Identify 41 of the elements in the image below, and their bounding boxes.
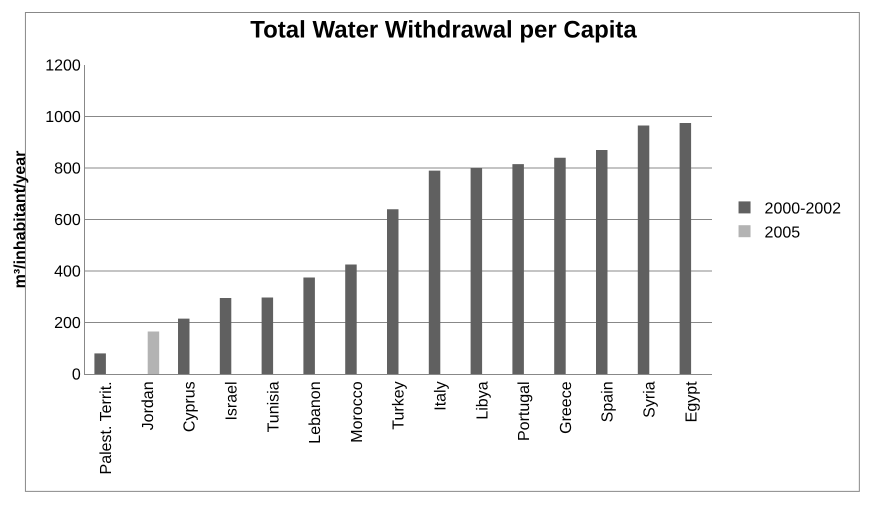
bar <box>512 164 524 374</box>
x-tick-label: Morocco <box>348 381 366 443</box>
bar <box>554 158 566 374</box>
y-axis-title: m³/inhabitant/year <box>12 150 30 288</box>
y-tick-label: 1200 <box>45 58 81 75</box>
bar <box>178 318 190 374</box>
x-tick-label: Portugal <box>516 381 534 441</box>
bar <box>680 122 692 374</box>
x-tick-label: Spain <box>600 381 617 422</box>
x-tick-label: Cyprus <box>182 381 199 432</box>
y-tick-label: 1000 <box>45 109 81 126</box>
x-tick-label: Jordan <box>140 381 157 430</box>
chart-title: Total Water Withdrawal per Capita <box>250 16 638 44</box>
bar <box>470 168 482 374</box>
bar <box>220 298 232 374</box>
bar <box>428 170 440 374</box>
x-tick-label: Lebanon <box>307 381 324 444</box>
x-tick-label: Palest. Territ. <box>98 381 116 474</box>
y-tick-label: 800 <box>54 160 81 178</box>
legend-label: 2005 <box>764 224 800 242</box>
x-tick-label: Turkey <box>390 381 408 430</box>
y-tick-label: 600 <box>54 212 81 230</box>
bar <box>345 264 357 374</box>
bar <box>148 332 160 374</box>
x-tick-label: Syria <box>642 381 658 418</box>
x-tick-label: Tunisia <box>265 381 282 432</box>
y-tick-label: 200 <box>54 315 81 332</box>
y-tick-label: 400 <box>54 264 81 281</box>
bar <box>638 126 650 374</box>
bar <box>303 277 315 374</box>
bar <box>262 298 274 374</box>
x-tick-label: Egypt <box>683 380 700 422</box>
bar <box>387 209 398 374</box>
x-tick-label: Israel <box>224 381 240 421</box>
x-tick-label: Libya <box>474 381 492 420</box>
x-tick-label: Greece <box>558 381 575 434</box>
legend-label: 2000-2002 <box>764 200 842 218</box>
y-tick-label: 0 <box>72 366 81 384</box>
x-tick-label: Italy <box>432 381 450 411</box>
bar <box>596 150 608 374</box>
bar <box>94 353 106 374</box>
